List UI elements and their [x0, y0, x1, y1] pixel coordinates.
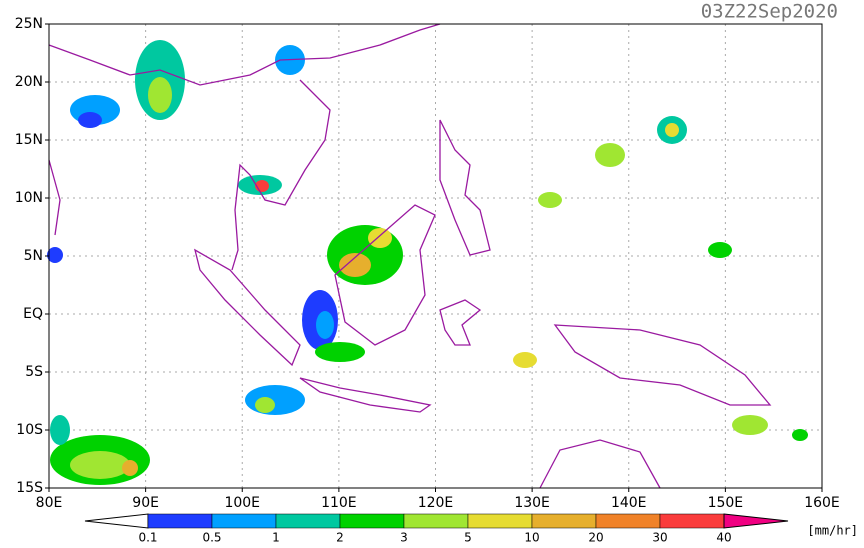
x-tick-label: 160E	[804, 495, 840, 511]
y-tick-label: 15N	[15, 132, 43, 148]
x-tick-label: 100E	[224, 495, 260, 511]
coastlines	[48, 23, 772, 489]
map-title: 03Z22Sep2020	[701, 1, 838, 23]
x-tick-label: 140E	[611, 495, 647, 511]
x-tick-label: 80E	[36, 495, 63, 511]
colorbar-label: 5	[464, 531, 472, 545]
colorbar-label: 30	[652, 531, 667, 545]
x-tick-label: 130E	[514, 495, 550, 511]
x-tick-label: 150E	[708, 495, 744, 511]
y-tick-label: 5N	[24, 248, 43, 264]
colorbar-segment	[147, 513, 213, 529]
colorbar-label: 40	[716, 531, 731, 545]
colorbar-label: 1	[272, 531, 280, 545]
colorbar-segment	[467, 513, 533, 529]
colorbar-label: 0.1	[138, 531, 157, 545]
colorbar-arrow-low	[84, 513, 149, 529]
colorbar-segment	[211, 513, 277, 529]
colorbar-segment	[403, 513, 469, 529]
colorbar-arrow-high	[723, 513, 789, 529]
colorbar-unit: [mm/hr]	[807, 524, 858, 538]
colorbar-label: 3	[400, 531, 408, 545]
colorbar-label: 0.5	[202, 531, 221, 545]
colorbar-label: 10	[524, 531, 539, 545]
y-tick-label: EQ	[23, 306, 43, 322]
x-tick-label: 110E	[321, 495, 357, 511]
colorbar-label: 20	[588, 531, 603, 545]
colorbar-segment	[275, 513, 341, 529]
y-tick-label: 15S	[16, 480, 43, 496]
y-tick-label: 10S	[16, 422, 43, 438]
y-tick-label: 5S	[25, 364, 43, 380]
colorbar-segment	[659, 513, 725, 529]
y-tick-label: 20N	[15, 74, 43, 90]
y-tick-label: 10N	[15, 190, 43, 206]
colorbar-segment	[595, 513, 661, 529]
rain-field	[47, 40, 808, 485]
colorbar-segment	[531, 513, 597, 529]
x-tick-label: 120E	[418, 495, 454, 511]
y-tick-label: 25N	[15, 16, 43, 32]
colorbar-label: 2	[336, 531, 344, 545]
colorbar-segment	[339, 513, 405, 529]
x-tick-label: 90E	[132, 495, 159, 511]
